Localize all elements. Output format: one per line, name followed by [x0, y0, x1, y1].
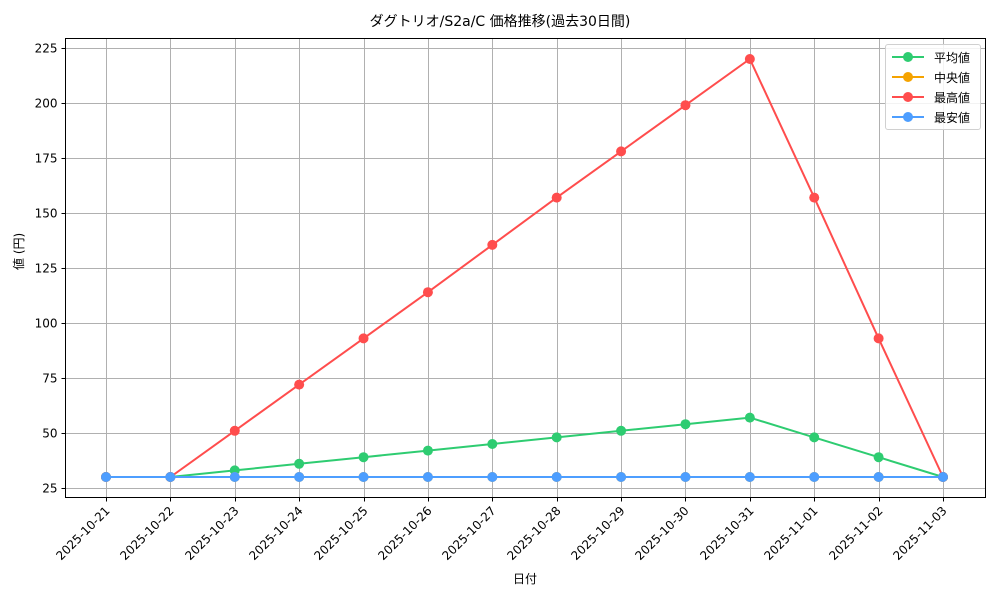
- x-tick-label: 2025-10-28: [504, 504, 563, 563]
- data-point: [551, 432, 562, 443]
- y-tick-label: 100: [35, 317, 58, 331]
- legend-label: 中央値: [934, 70, 971, 85]
- x-tick-label: 2025-11-03: [890, 504, 949, 563]
- data-point: [744, 472, 755, 482]
- x-tick-label: 2025-11-01: [761, 504, 820, 563]
- x-tick-label: 2025-10-22: [117, 504, 176, 563]
- y-tick-label: 125: [35, 262, 58, 276]
- data-point: [358, 452, 369, 463]
- legend-label: 平均値: [934, 50, 971, 65]
- data-point: [229, 472, 240, 482]
- x-axis-ticks: 2025-10-21 2025-10-22 2025-10-23 2025-10-24…: [53, 497, 950, 563]
- legend: 平均値 中央値 最高値 最安値: [885, 44, 981, 130]
- x-tick-label: 2025-11-02: [826, 504, 885, 563]
- data-point: [680, 419, 691, 430]
- x-tick-label: 2025-10-25: [311, 504, 370, 563]
- data-point: [165, 472, 176, 482]
- data-point: [422, 445, 433, 456]
- y-tick-label: 175: [35, 152, 58, 166]
- data-point: [294, 472, 305, 482]
- y-tick-label: 50: [42, 427, 57, 441]
- legend-label: 最高値: [934, 90, 971, 105]
- data-point: [551, 192, 562, 203]
- data-point: [680, 472, 691, 482]
- data-point: [680, 100, 691, 111]
- y-axis-ticks: 25 50 75 100 125 150 175 200 225: [35, 42, 66, 496]
- data-point: [873, 472, 884, 482]
- data-point: [809, 432, 820, 443]
- legend-item-min: 最安値: [892, 107, 980, 127]
- data-point: [358, 472, 369, 482]
- data-point: [744, 412, 755, 423]
- y-tick-label: 225: [35, 42, 58, 56]
- data-point: [551, 472, 562, 482]
- y-tick-label: 75: [42, 372, 57, 386]
- x-tick-label: 2025-10-24: [246, 504, 305, 563]
- legend-marker-icon: [892, 90, 924, 104]
- y-tick-label: 200: [35, 97, 58, 111]
- data-point: [744, 54, 755, 64]
- legend-item-max: 最高値: [892, 87, 980, 107]
- legend-label: 最安値: [934, 110, 971, 125]
- data-point: [809, 192, 820, 203]
- grid-lines: [65, 38, 986, 498]
- legend-item-median: 中央値: [892, 67, 980, 87]
- data-point: [616, 472, 627, 482]
- data-point: [873, 333, 884, 344]
- data-point: [487, 239, 498, 250]
- data-point: [938, 472, 948, 482]
- data-point: [422, 472, 433, 482]
- data-point: [229, 425, 240, 436]
- legend-marker-icon: [892, 110, 924, 124]
- series-3: [101, 472, 948, 482]
- x-tick-label: 2025-10-21: [53, 504, 112, 563]
- data-point: [487, 472, 498, 482]
- legend-item-average: 平均値: [892, 47, 980, 67]
- data-point: [616, 146, 627, 157]
- data-point: [422, 287, 433, 298]
- data-point: [294, 379, 305, 390]
- series-line: [106, 416, 944, 478]
- x-tick-label: 2025-10-30: [632, 504, 691, 563]
- x-tick-label: 2025-10-26: [375, 504, 434, 563]
- data-point: [616, 425, 627, 436]
- data-point: [487, 439, 498, 449]
- legend-marker-icon: [892, 50, 924, 64]
- x-tick-label: 2025-10-27: [439, 504, 498, 563]
- data-point: [294, 458, 305, 469]
- chart-title: ダグトリオ/S2a/C 価格推移(過去30日間): [369, 14, 631, 30]
- x-tick-label: 2025-10-29: [568, 504, 627, 563]
- x-tick-label: 2025-10-23: [182, 504, 241, 563]
- series-0: [101, 412, 948, 482]
- data-point: [358, 333, 369, 344]
- data-point: [809, 472, 820, 482]
- data-point: [873, 452, 884, 463]
- y-tick-label: 150: [35, 207, 58, 221]
- data-point: [101, 472, 111, 482]
- legend-marker-icon: [892, 70, 924, 84]
- series-line: [106, 57, 944, 478]
- y-tick-label: 25: [42, 482, 57, 496]
- x-tick-label: 2025-10-31: [697, 504, 756, 563]
- x-axis-label: 日付: [512, 572, 537, 586]
- series-lines: [101, 54, 948, 482]
